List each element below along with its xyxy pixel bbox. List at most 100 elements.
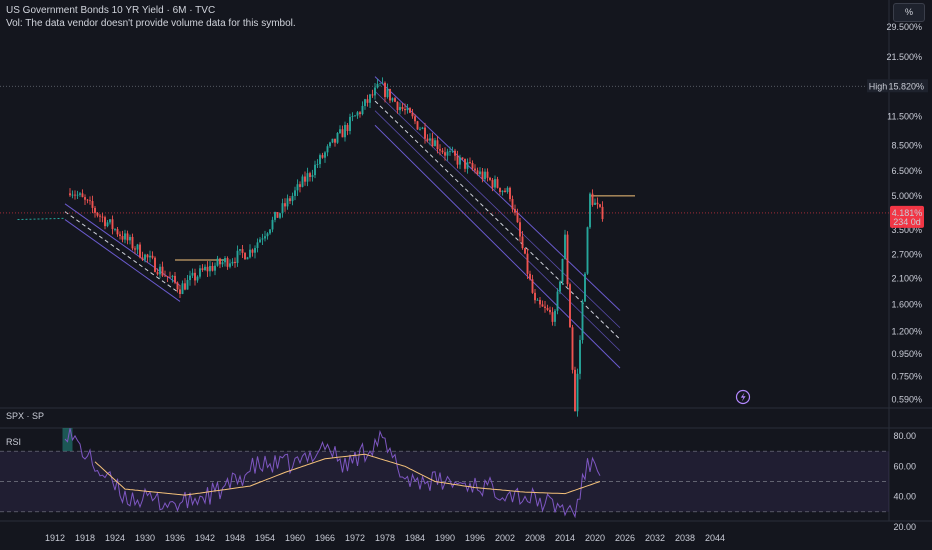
candle-body [134, 248, 136, 250]
candle-body [526, 253, 529, 274]
channel-median-line [64, 211, 181, 294]
candle-body [534, 292, 536, 301]
candle-body [139, 244, 141, 258]
candle-body [141, 257, 144, 260]
rsi-line [64, 428, 601, 519]
candle-body [519, 222, 521, 237]
price-tick-label: 1.600% [891, 299, 922, 309]
rsi-tick-label: 60.00 [893, 461, 916, 471]
price-tick-label: 8.500% [891, 140, 922, 150]
candle-body [286, 198, 289, 207]
candle-body [69, 193, 71, 196]
candle-body [569, 284, 571, 328]
price-tick-label: 21.500% [886, 52, 922, 62]
candle-body [359, 112, 361, 115]
candle-body [414, 116, 416, 122]
candle-body [234, 261, 236, 263]
high-value-bg [890, 79, 928, 93]
last-price-countdown: 234 0d [893, 217, 921, 227]
candle-body [596, 202, 599, 205]
high-tag-label: High [869, 81, 888, 91]
candle-body [426, 138, 429, 141]
candle-body [229, 263, 231, 267]
candle-body [174, 275, 176, 283]
candle-body [466, 162, 469, 169]
candle-body [179, 289, 181, 294]
early-data-line [17, 217, 66, 221]
candle-body [361, 105, 364, 115]
candle-body [324, 152, 326, 158]
candle-body [446, 151, 449, 156]
rsi-tick-label: 80.00 [893, 431, 916, 441]
time-tick-label: 2032 [645, 533, 665, 543]
candle-body [456, 155, 459, 165]
last-price-tag [890, 205, 924, 228]
candle-body [176, 282, 179, 290]
candle-body [404, 109, 406, 111]
scale-toggle-button[interactable]: % [893, 3, 925, 22]
candle-body [501, 190, 504, 193]
candle-body [119, 234, 121, 237]
time-tick-label: 1918 [75, 533, 95, 543]
candle-body [116, 229, 119, 235]
candle-body [576, 373, 579, 412]
candle-body [434, 140, 436, 147]
price-tick-label: 6.500% [891, 166, 922, 176]
candle-body [124, 233, 126, 240]
candle-body [146, 254, 149, 258]
candle-body [564, 234, 566, 259]
candle-body [269, 229, 271, 234]
candle-body [529, 273, 531, 280]
candle-body [74, 194, 76, 196]
time-tick-label: 1948 [225, 533, 245, 543]
candle-body [151, 255, 154, 258]
candle-body [416, 121, 419, 130]
candle-body [399, 107, 401, 111]
candle-body [271, 219, 274, 230]
candle-body [254, 248, 256, 253]
candle-body [129, 236, 131, 241]
time-axis[interactable]: 1912 1918 1924 1930 1936 1942 1948 1954 1960 1966… [45, 533, 725, 543]
candle-body [546, 307, 549, 310]
price-tick-label: 0.750% [891, 371, 922, 381]
candle-body [111, 219, 114, 230]
candle-body [154, 257, 156, 272]
time-tick-label: 1972 [345, 533, 365, 543]
candle-body [81, 193, 84, 198]
price-tick-label: 29.500% [886, 22, 922, 32]
flash-icon[interactable] [735, 389, 751, 405]
candle-body [281, 203, 284, 214]
candle-body [539, 299, 541, 305]
trend-channels[interactable] [64, 76, 621, 369]
candle-body [156, 271, 159, 275]
candle-body [346, 124, 349, 131]
candle-body [339, 129, 341, 133]
candle-body [131, 236, 134, 249]
candle-body [364, 99, 366, 106]
rsi-pane-label: RSI [6, 437, 22, 447]
candle-body [194, 272, 196, 281]
candle-body [601, 206, 604, 220]
candle-body [161, 266, 164, 276]
candle-body [429, 138, 431, 141]
candle-body [424, 127, 426, 139]
candle-body [449, 151, 451, 152]
horizontal-levels[interactable] [0, 85, 889, 261]
candle-body [71, 194, 74, 196]
candle-body [586, 227, 589, 274]
candle-body [284, 203, 286, 207]
candle-body [401, 107, 404, 110]
candle-body [104, 217, 106, 227]
candle-body [244, 252, 246, 260]
candle-body [266, 233, 269, 237]
candle-body [441, 150, 444, 153]
candle-body [306, 173, 309, 182]
candle-body [109, 219, 111, 223]
price-axis[interactable]: 29.500% 21.500% 11.500% 8.500% 6.500% 5.000% 3… [867, 22, 928, 404]
candle-body [311, 175, 314, 177]
candle-body [184, 283, 186, 290]
candle-body [166, 276, 169, 277]
candle-body [521, 236, 524, 249]
candle-body [251, 249, 254, 253]
